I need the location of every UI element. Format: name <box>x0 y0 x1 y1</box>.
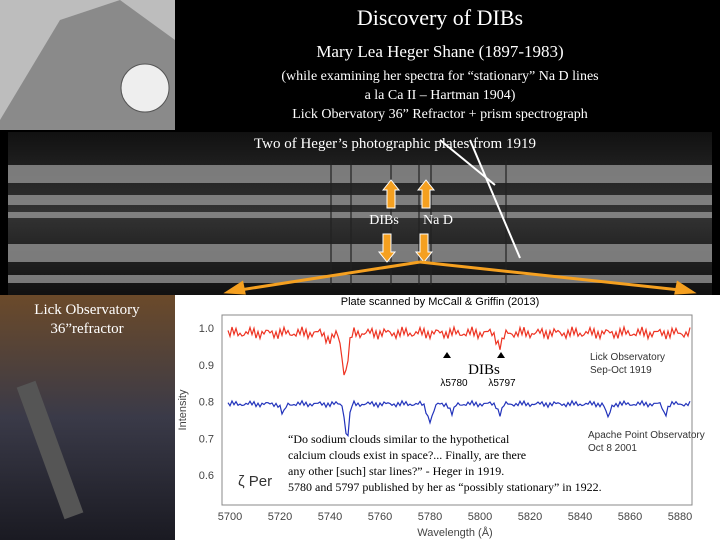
span-arrow <box>223 260 697 295</box>
x-tick-label: 5700 <box>218 511 242 523</box>
star-label: ζ Per <box>238 473 272 490</box>
y-tick-label: 0.7 <box>199 433 214 445</box>
plot-panel <box>175 295 720 540</box>
quote: any other [such] star lines?” - Heger in… <box>288 464 504 478</box>
apache-label: Apache Point Observatory <box>588 430 705 441</box>
lick-label: Sep-Oct 1919 <box>590 365 652 376</box>
x-tick-label: 5880 <box>668 511 692 523</box>
line <box>350 160 352 285</box>
photo-caption: 36”refractor <box>50 321 123 337</box>
x-tick-label: 5860 <box>618 511 642 523</box>
plates-label: Na D <box>423 213 453 228</box>
streak <box>8 165 712 183</box>
refractor <box>16 380 84 520</box>
y-label: Intensity <box>177 389 189 430</box>
apache-spectrum <box>227 399 691 438</box>
line <box>330 160 332 285</box>
apache-label: Oct 8 2001 <box>588 443 637 454</box>
lick-spectrum <box>227 324 691 376</box>
y-tick-label: 0.9 <box>199 360 214 372</box>
line <box>430 160 432 285</box>
photo-caption: Lick Observatory <box>34 302 140 318</box>
x-tick-label: 5760 <box>368 511 392 523</box>
y-tick-label: 0.6 <box>199 470 214 482</box>
x-tick-label: 5740 <box>318 511 342 523</box>
quote: “Do sodium clouds similar to the hypothe… <box>288 432 510 446</box>
plates-caption: Two of Heger’s photographic plates from … <box>254 136 536 152</box>
title: Discovery of DIBs <box>357 5 523 30</box>
streak <box>8 244 712 262</box>
streak <box>8 195 712 205</box>
arrows <box>377 179 436 263</box>
dibs-label: DIBs <box>468 362 500 378</box>
quote: 5780 and 5797 published by her as “possi… <box>288 480 602 494</box>
x-tick-label: 5840 <box>568 511 592 523</box>
author: Mary Lea Heger Shane (1897-1983) <box>316 42 563 61</box>
plot-frame <box>221 314 693 506</box>
y-tick-label: 1.0 <box>199 323 214 335</box>
plates-label: DIBs <box>369 213 399 228</box>
x-tick-label: 5820 <box>518 511 542 523</box>
x-tick-label: 5780 <box>418 511 442 523</box>
x-tick-label: 5720 <box>268 511 292 523</box>
portrait <box>120 63 170 113</box>
x-tick-label: 5800 <box>468 511 492 523</box>
quote: calcium clouds exist in space?... Finall… <box>288 448 526 462</box>
dib-markers <box>443 352 505 358</box>
streak <box>8 275 712 283</box>
line-label: λ5780 <box>440 378 468 389</box>
pointer-lines <box>439 139 521 259</box>
line-label: λ5797 <box>488 378 516 389</box>
note: Lick Obervatory 36” Refractor + prism sp… <box>292 107 588 122</box>
x-label: Wavelength (Å) <box>417 526 492 539</box>
line <box>390 160 392 285</box>
lick-label: Lick Observatory <box>590 352 665 363</box>
streak <box>8 212 712 218</box>
note: (while examining her spectra for “statio… <box>281 69 598 84</box>
note: a la Ca II – Hartman 1904) <box>365 88 516 103</box>
y-tick-label: 0.8 <box>199 397 214 409</box>
plot-credit: Plate scanned by McCall & Griffin (2013) <box>341 296 540 308</box>
line <box>418 160 420 285</box>
